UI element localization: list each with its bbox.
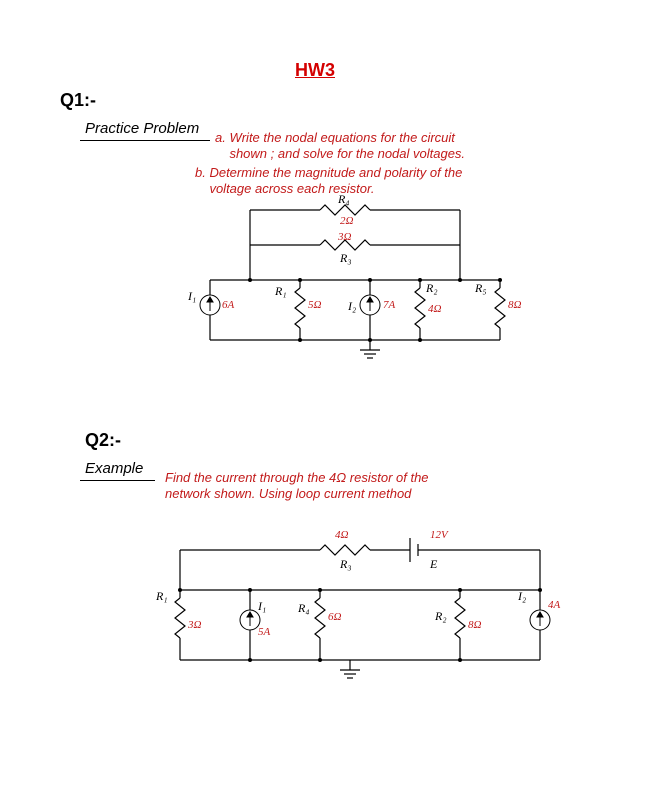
r4-name: R₄ [337, 192, 350, 206]
q1-underline [80, 140, 210, 141]
i2-name2: I₂ [517, 589, 526, 603]
q1-label: Q1:- [60, 90, 96, 111]
r1-val2: 3Ω [187, 619, 202, 631]
r2-name2: R₂ [434, 609, 447, 623]
r3-name: R₃ [339, 251, 352, 265]
q2-underline [80, 480, 155, 481]
i1-val: 6A [222, 299, 235, 311]
r1-val: 5Ω [308, 299, 322, 311]
q1-circuit: R₄ 2Ω 3Ω R₃ I₁ 6A [190, 200, 510, 360]
q2-heading: Example [85, 460, 143, 477]
r2-val2: 8Ω [468, 619, 482, 631]
e-val: 12V [430, 529, 449, 541]
hw-title: HW3 [295, 60, 335, 81]
r2-name: R₂ [425, 281, 438, 295]
q2-circuit: 4Ω 12V R₃ E R₁ 3Ω I₁ [150, 520, 550, 680]
q2-text: Find the current through the 4Ω resistor… [165, 470, 429, 503]
i1-name: I₁ [187, 289, 196, 303]
i2-val2: 4A [548, 599, 561, 611]
i2-val: 7A [383, 299, 396, 311]
r3-val2: 4Ω [335, 529, 349, 541]
r1-name: R₁ [274, 284, 287, 298]
q2-label: Q2:- [85, 430, 121, 451]
r3-val: 3Ω [337, 231, 352, 243]
q1-part-b: b. Determine the magnitude and polarity … [195, 165, 462, 198]
r4-name2: R₄ [297, 601, 310, 615]
r1-name2: R₁ [155, 589, 168, 603]
r4-val: 2Ω [340, 215, 354, 227]
r2-val: 4Ω [428, 303, 442, 315]
e-name: E [429, 557, 438, 571]
q1-heading: Practice Problem [85, 120, 199, 137]
page: HW3 Q1:- Practice Problem a. Write the n… [0, 0, 658, 800]
i1-name2: I₁ [257, 599, 266, 613]
i1-val2: 5A [258, 626, 271, 638]
r5-val: 8Ω [508, 299, 522, 311]
i2-name: I₂ [347, 299, 356, 313]
r4-val2: 6Ω [328, 611, 342, 623]
r5-name: R₅ [474, 281, 487, 295]
q1-part-a: a. Write the nodal equations for the cir… [215, 130, 465, 163]
r3-name2: R₃ [339, 557, 352, 571]
